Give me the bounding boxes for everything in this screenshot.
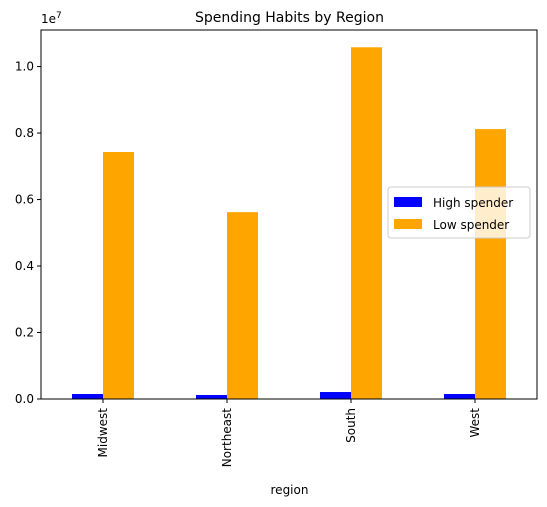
y-tick-label: 1.0 (15, 60, 34, 74)
plot-frame (40, 29, 538, 400)
bar-midwest-high-spender (72, 394, 103, 399)
x-tick-label-midwest: Midwest (96, 408, 110, 458)
y-tick-label: 0.8 (15, 126, 34, 140)
legend-box (387, 186, 531, 239)
y-axis: 0.0 0.2 0.4 0.6 0.8 1.0 (15, 60, 41, 406)
y-tick-label: 0.4 (15, 259, 34, 273)
x-tick-label-northeast: Northeast (220, 408, 234, 468)
chart-title: Spending Habits by Region (195, 10, 384, 26)
legend-swatch-low-spender (394, 219, 422, 229)
bar-west-low-spender (475, 129, 506, 399)
legend-swatch-high-spender (394, 197, 422, 207)
bar-west-high-spender (444, 394, 475, 399)
bar-south-low-spender (351, 47, 382, 399)
y-offset-label: 1e7 (41, 11, 62, 26)
bar-northeast-low-spender (227, 212, 258, 399)
legend: High spender Low spender (387, 186, 531, 239)
legend-label-low-spender: Low spender (433, 218, 509, 232)
x-tick-label-south: South (344, 408, 358, 443)
y-tick-label: 0.2 (15, 326, 34, 340)
y-tick-label: 0.0 (15, 392, 34, 406)
bar-northeast-high-spender (196, 395, 227, 399)
legend-label-high-spender: High spender (433, 196, 513, 210)
y-tick-label: 0.6 (15, 193, 34, 207)
bar-midwest-low-spender (103, 152, 134, 399)
bars-group (72, 47, 506, 399)
x-axis-label: region (271, 483, 309, 497)
x-axis: Midwest Northeast South West (96, 399, 482, 467)
x-tick-label-west: West (468, 408, 482, 438)
bar-south-high-spender (320, 392, 351, 399)
